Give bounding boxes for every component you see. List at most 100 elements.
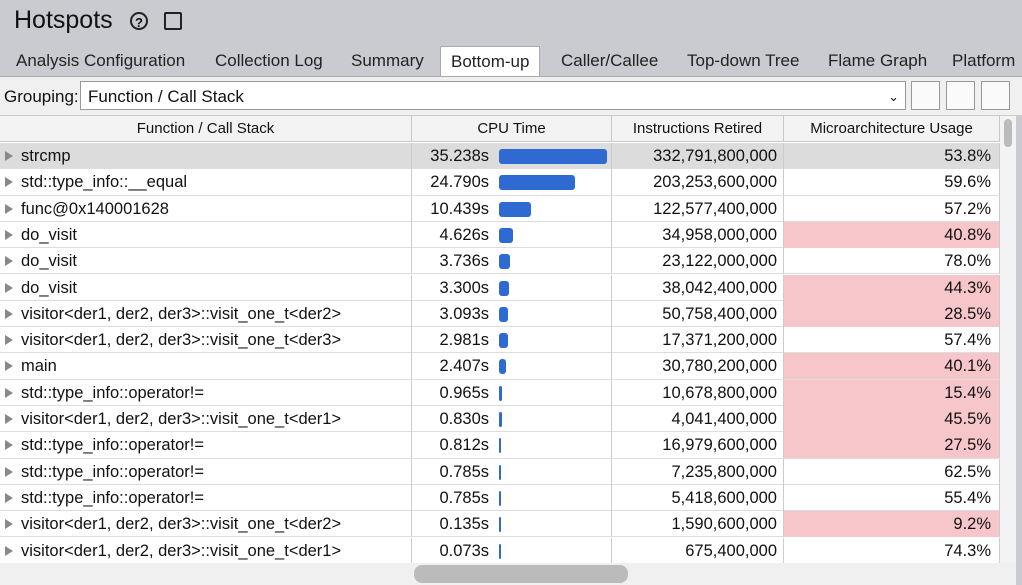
function-name: do_visit [21, 252, 77, 271]
function-name: visitor<der1, der2, der3>::visit_one_t<d… [21, 304, 342, 323]
settings-button[interactable] [911, 81, 940, 110]
cpu-time-bar [499, 175, 575, 191]
expand-arrow[interactable] [5, 203, 13, 214]
cpu-time-cell: 3.736s [412, 248, 612, 275]
expand-arrow[interactable] [5, 229, 13, 240]
vertical-scrollbar[interactable] [1000, 116, 1016, 563]
expand-arrow[interactable] [5, 361, 13, 372]
tree-button[interactable] [981, 81, 1010, 110]
expand-arrow[interactable] [5, 308, 13, 319]
table-row[interactable]: visitor<der1, der2, der3>::visit_one_t<d… [0, 300, 1000, 328]
table-row[interactable]: strcmp 35.238s 332,791,800,000 53.8% [0, 143, 1000, 170]
expand-arrow[interactable] [5, 387, 13, 398]
table-row[interactable]: visitor<der1, der2, der3>::visit_one_t<d… [0, 406, 1000, 433]
expand-arrow[interactable] [5, 335, 13, 346]
function-name: visitor<der1, der2, der3>::visit_one_t<d… [21, 331, 342, 350]
instructions-cell: 50,758,400,000 [612, 300, 784, 327]
cpu-time-cell: 0.830s [412, 406, 612, 432]
cpu-time-label: 10.439s [430, 199, 489, 218]
function-name: do_visit [21, 278, 77, 297]
docs-icon[interactable] [164, 12, 182, 30]
expand-arrow[interactable] [5, 519, 13, 530]
function-name: do_visit [21, 225, 77, 244]
expand-arrow[interactable] [5, 545, 13, 556]
tab[interactable]: Flame Graph [828, 51, 928, 70]
expand-arrow[interactable] [5, 492, 13, 503]
column-header[interactable]: Instructions Retired [612, 116, 784, 142]
cpu-time-cell: 3.093s [412, 300, 612, 327]
function-cell: strcmp [0, 143, 412, 169]
function-name: visitor<der1, der2, der3>::visit_one_t<d… [21, 541, 342, 560]
expand-arrow[interactable] [5, 414, 13, 424]
function-cell: do_visit [0, 221, 412, 248]
cpu-time-label: 3.300s [439, 278, 489, 297]
cpu-time-cell: 10.439s [412, 195, 612, 222]
function-cell: visitor<der1, der2, der3>::visit_one_t<d… [0, 300, 412, 327]
table-row[interactable]: func@0x140001628 10.439s 122,577,400,000 57… [0, 195, 1000, 222]
horizontal-scrollbar[interactable] [0, 563, 1016, 585]
instructions-cell: 1,590,600,000 [612, 511, 784, 538]
cpu-time-cell: 3.300s [412, 274, 612, 301]
cpu-time-label: 0.785s [439, 488, 489, 507]
cpu-time-label: 4.626s [439, 225, 489, 244]
table-row[interactable]: visitor<der1, der2, der3>::visit_one_t<d… [0, 537, 1000, 563]
table-row[interactable]: std::type_info::operator!= 0.785s 7,235,80… [0, 458, 1000, 485]
grid-table: Function / Call Stack CPU Time Instruction… [0, 116, 1000, 563]
function-name: visitor<der1, der2, der3>::visit_one_t<d… [21, 410, 342, 428]
cpu-time-label: 0.135s [439, 515, 489, 534]
micro-cell: 40.1% [784, 353, 1000, 380]
instructions-cell: 122,577,400,000 [612, 195, 784, 222]
tab[interactable]: Top-down Tree [687, 51, 800, 70]
column-header[interactable]: CPU Time [412, 116, 612, 142]
micro-cell: 27.5% [784, 432, 1000, 459]
table-row[interactable]: visitor<der1, der2, der3>::visit_one_t<d… [0, 511, 1000, 538]
cpu-time-bar [499, 201, 531, 217]
table-row[interactable]: std::type_info::__equal 24.790s 203,253,60… [0, 169, 1000, 196]
cpu-time-label: 0.785s [439, 462, 489, 481]
table-row[interactable]: std::type_info::operator!= 0.965s 10,678,8… [0, 379, 1000, 406]
table-row[interactable]: do_visit 4.626s 34,958,000,000 40.8% [0, 221, 1000, 249]
expand-arrow[interactable] [5, 256, 13, 267]
function-cell: std::type_info::operator!= [0, 458, 412, 485]
expand-arrow[interactable] [5, 151, 13, 161]
function-name: std::type_info::operator!= [21, 436, 204, 455]
cpu-time-label: 0.073s [439, 541, 489, 560]
cpu-time-label: 2.407s [439, 357, 489, 376]
help-icon[interactable]: ? [130, 12, 148, 30]
table-row[interactable]: do_visit 3.300s 38,042,400,000 44.3% [0, 274, 1000, 301]
tab[interactable]: Bottom-up [440, 46, 541, 77]
table-row[interactable]: do_visit 3.736s 23,122,000,000 78.0% [0, 248, 1000, 275]
cpu-time-label: 2.981s [439, 331, 489, 350]
cpu-time-label: 0.830s [439, 410, 489, 428]
tab[interactable]: Caller/Callee [561, 51, 659, 70]
expand-arrow[interactable] [5, 440, 13, 451]
instructions-cell: 34,958,000,000 [612, 221, 784, 248]
table-row[interactable]: main 2.407s 30,780,200,000 40.1% [0, 353, 1000, 380]
function-name: std::type_info::operator!= [21, 488, 204, 507]
function-name: main [21, 357, 57, 376]
function-cell: func@0x140001628 [0, 195, 412, 222]
column-header[interactable]: Function / Call Stack [0, 116, 412, 142]
table-row[interactable]: std::type_info::operator!= 0.812s 16,979,6… [0, 432, 1000, 459]
micro-cell: 55.4% [784, 484, 1000, 511]
instructions-cell: 7,235,800,000 [612, 458, 784, 485]
tab[interactable]: Analysis Configuration [16, 51, 186, 70]
grouping-select[interactable]: Function / Call Stack ⌄ [80, 81, 906, 110]
column-header[interactable]: Microarchitecture Usage [784, 116, 1000, 142]
tab[interactable]: Platform [952, 51, 1016, 70]
expand-arrow[interactable] [5, 466, 13, 477]
expand-arrow[interactable] [5, 177, 13, 188]
expand-arrow[interactable] [5, 282, 13, 293]
function-name: std::type_info::operator!= [21, 383, 204, 402]
cpu-time-cell: 0.135s [412, 511, 612, 538]
tab[interactable]: Collection Log [215, 51, 323, 70]
table-row[interactable]: std::type_info::operator!= 0.785s 5,418,60… [0, 484, 1000, 512]
cpu-time-label: 35.238s [430, 147, 489, 165]
table-row[interactable]: visitor<der1, der2, der3>::visit_one_t<d… [0, 327, 1000, 354]
micro-cell: 53.8% [784, 143, 1000, 169]
cpu-time-bar [499, 149, 607, 164]
cpu-time-bar [499, 543, 501, 559]
tab[interactable]: Summary [351, 51, 424, 70]
search-button[interactable] [946, 81, 975, 110]
